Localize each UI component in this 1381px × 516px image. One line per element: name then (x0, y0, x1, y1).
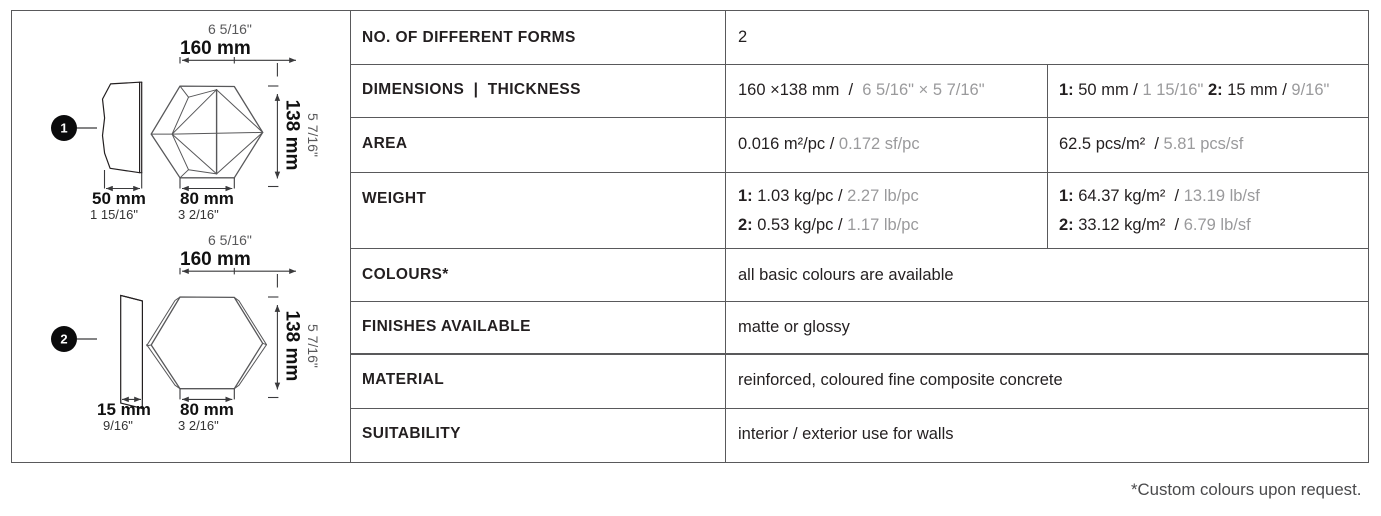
svg-text:5 7/16": 5 7/16" (305, 113, 321, 157)
svg-text:80 mm: 80 mm (180, 189, 234, 208)
svg-text:3 2/16": 3 2/16" (178, 207, 219, 222)
svg-text:1 15/16": 1 15/16" (90, 207, 138, 222)
svg-text:3 2/16": 3 2/16" (178, 418, 219, 433)
svg-text:1: 1 (60, 121, 67, 136)
svg-text:160 mm: 160 mm (180, 38, 251, 59)
svg-text:80 mm: 80 mm (180, 400, 234, 419)
svg-text:6 5/16": 6 5/16" (208, 21, 252, 37)
svg-text:138 mm: 138 mm (282, 311, 303, 382)
svg-text:2: 2 (60, 332, 67, 347)
svg-text:160 mm: 160 mm (180, 249, 251, 270)
svg-text:9/16": 9/16" (103, 418, 133, 433)
svg-text:50 mm: 50 mm (92, 189, 146, 208)
svg-text:138 mm: 138 mm (282, 100, 303, 171)
svg-text:15 mm: 15 mm (97, 400, 151, 419)
svg-text:6 5/16": 6 5/16" (208, 232, 252, 248)
svg-text:5 7/16": 5 7/16" (305, 324, 321, 368)
